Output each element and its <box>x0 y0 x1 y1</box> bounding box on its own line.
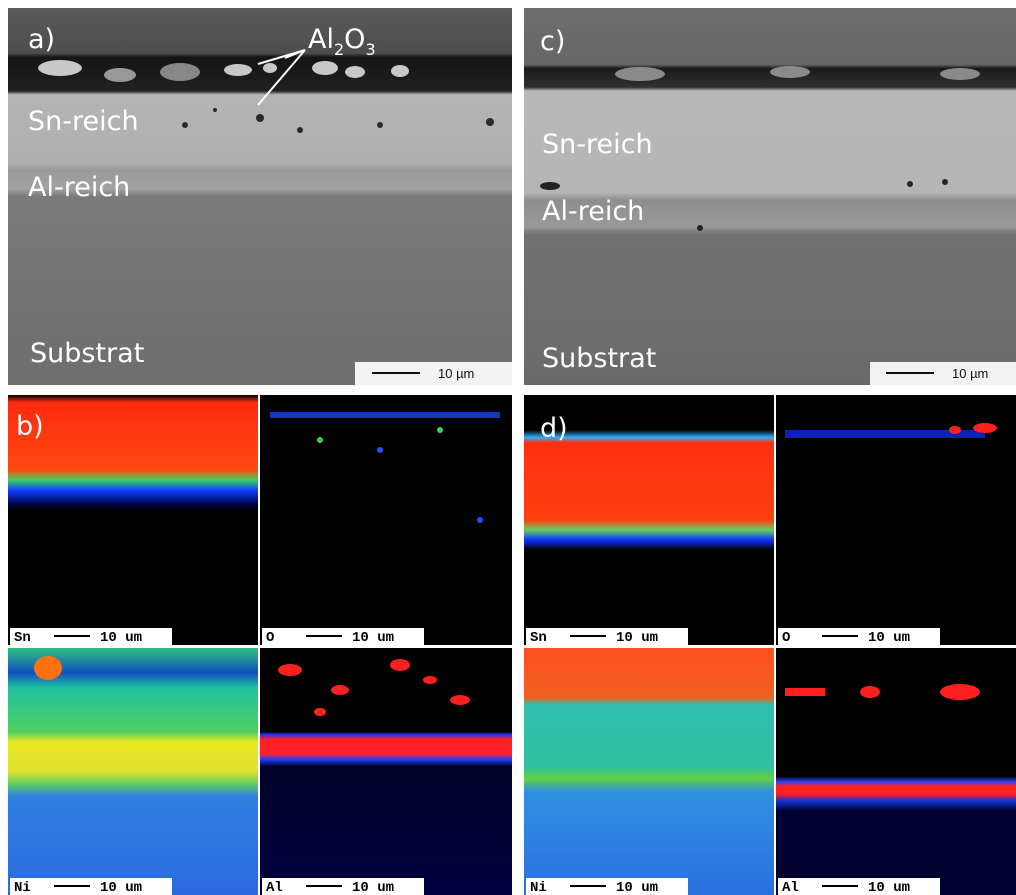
map-tile <box>8 395 258 645</box>
figure: a) Al2O3 Sn-reich Al-reich Substrat 10 µ… <box>0 0 1016 895</box>
element-label: Ni <box>14 880 31 895</box>
tile-label-box <box>526 878 688 895</box>
tile-label-box <box>778 628 940 645</box>
region-label: Sn-reich <box>542 129 653 160</box>
element-label: Al <box>266 880 283 895</box>
scale-label: 10 um <box>868 630 910 646</box>
tile-label-box <box>262 628 424 645</box>
scale-label: 10 um <box>616 630 658 646</box>
scale-label: 10 um <box>868 880 910 895</box>
region-label: Al-reich <box>28 172 130 203</box>
tile-label-box <box>526 628 688 645</box>
map-tile <box>260 648 512 895</box>
tile-label-box <box>10 878 172 895</box>
scale-label: 10 um <box>616 880 658 895</box>
element-label: Ni <box>530 880 547 895</box>
sem-panel-a: a) Al2O3 Sn-reich Al-reich Substrat 10 µ… <box>8 8 512 385</box>
tile-label-box <box>778 878 940 895</box>
oxide-part: 3 <box>365 40 375 59</box>
map-tile <box>776 648 1016 895</box>
scale-label: 10 µm <box>952 366 988 381</box>
oxide-part: O <box>344 24 365 55</box>
scale-label: 10 um <box>352 630 394 646</box>
sem-panel-c: c) Sn-reich Al-reich Substrat 10 µm <box>524 8 1016 385</box>
scale-label: 10 um <box>352 880 394 895</box>
panel-label: b) <box>16 411 44 442</box>
map-tile <box>260 395 512 645</box>
map-tile <box>8 648 258 895</box>
region-label: Substrat <box>30 338 144 369</box>
region-label: Sn-reich <box>28 106 139 137</box>
scale-label: 10 µm <box>438 366 474 381</box>
element-label: Sn <box>14 630 31 646</box>
element-label: Al <box>782 880 799 895</box>
oxide-part: 2 <box>334 40 344 59</box>
panel-label: d) <box>540 413 568 444</box>
map-feature <box>34 656 62 680</box>
scale-label: 10 um <box>100 880 142 895</box>
panel-label: a) <box>28 24 55 55</box>
scale-label: 10 um <box>100 630 142 646</box>
element-label: Sn <box>530 630 547 646</box>
tile-label-box <box>10 628 172 645</box>
region-label: Substrat <box>542 343 656 374</box>
region-label: Al-reich <box>542 196 644 227</box>
map-tile <box>524 648 774 895</box>
panel-label: c) <box>540 26 565 57</box>
tile-label-box <box>262 878 424 895</box>
element-label: O <box>782 630 790 646</box>
oxide-part: Al <box>308 24 334 55</box>
element-label: O <box>266 630 274 646</box>
